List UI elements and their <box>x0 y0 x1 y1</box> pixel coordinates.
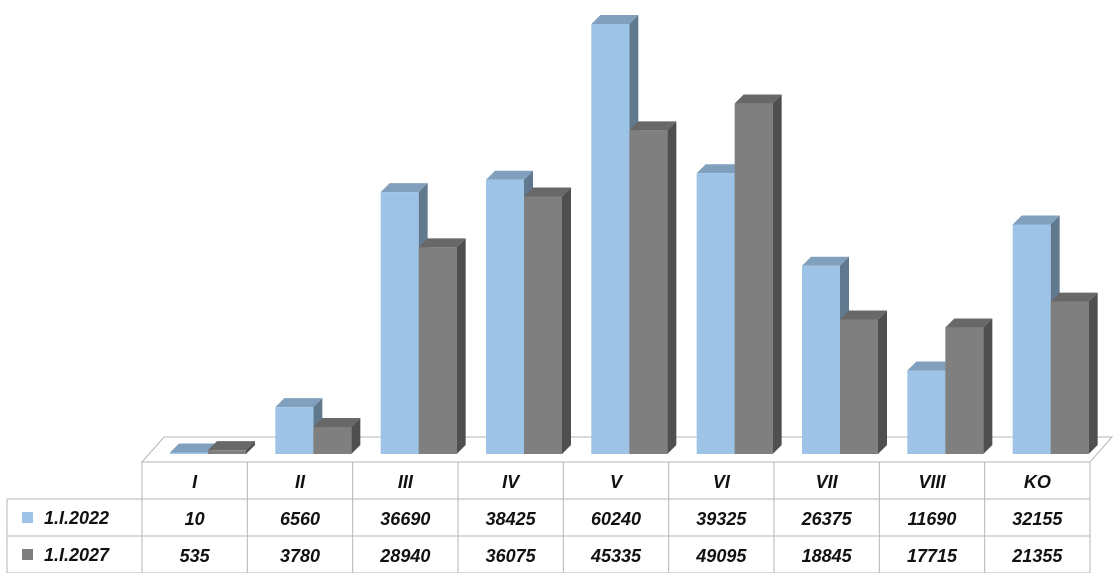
bar-top <box>907 361 955 371</box>
data-label: 28940 <box>379 546 430 566</box>
bar-top <box>380 183 428 193</box>
bar-top <box>696 164 744 174</box>
x-tick-label: VII <box>816 472 839 492</box>
data-label: 18845 <box>802 546 853 566</box>
data-table: I II III IV V VI VII VIII KO1.I.2022 10 6560 36690 3… <box>6 461 1091 573</box>
bar-top <box>486 170 533 180</box>
bar-side <box>667 121 677 455</box>
bar-VI-series2 <box>734 94 782 454</box>
bar-front <box>945 327 984 454</box>
bar-front <box>170 452 208 454</box>
bar-front <box>907 370 946 454</box>
bar-I-series2 <box>208 441 255 454</box>
data-label: 60240 <box>591 509 641 529</box>
x-tick-label: KO <box>1024 472 1051 492</box>
bar-III-series2 <box>418 238 466 454</box>
bar-front <box>380 192 419 454</box>
legend-swatch <box>22 512 33 523</box>
bar-top <box>734 94 782 104</box>
bar-top <box>945 318 993 328</box>
data-label: 38425 <box>486 509 537 529</box>
bar-side <box>878 310 887 454</box>
data-label: 11690 <box>908 509 957 529</box>
data-label: 32155 <box>1012 509 1063 529</box>
bar-top <box>1050 292 1098 302</box>
legend-swatch <box>22 549 33 560</box>
bar-front <box>629 130 668 454</box>
data-label: 21355 <box>1011 546 1063 566</box>
bar-side <box>1088 292 1098 454</box>
bar-front <box>591 24 630 454</box>
bar-front <box>524 196 562 454</box>
bar-front <box>734 103 773 454</box>
bar-top <box>524 187 571 197</box>
bar-top <box>1012 215 1060 225</box>
data-label: 26375 <box>801 509 853 529</box>
x-tick-label: VIII <box>918 472 946 492</box>
bar-front <box>696 173 735 455</box>
x-tick-label: II <box>295 472 306 492</box>
bar-side <box>562 187 571 454</box>
data-label: 17715 <box>907 546 958 566</box>
data-label: 6560 <box>280 509 320 529</box>
bar-side <box>983 318 993 454</box>
bar-side <box>772 94 782 454</box>
x-tick-label: I <box>192 472 198 492</box>
bar-front <box>208 450 246 454</box>
data-label: 535 <box>180 546 211 566</box>
bars <box>170 15 1098 455</box>
data-label: 45335 <box>590 546 642 566</box>
x-tick-label: IV <box>502 472 521 492</box>
data-label: 3780 <box>280 546 320 566</box>
bar-top <box>840 310 887 320</box>
bar-top <box>208 441 255 451</box>
x-tick-label: VI <box>713 472 731 492</box>
bar-front <box>418 247 457 454</box>
data-label: 10 <box>185 509 205 529</box>
bar-VII-series2 <box>840 310 887 454</box>
legend-label: 1.I.2027 <box>44 545 110 565</box>
bar-front <box>313 427 352 454</box>
legend-label: 1.I.2022 <box>44 508 109 528</box>
bar-V-series1 <box>591 15 639 454</box>
bar-front <box>840 319 878 454</box>
bar-top <box>629 121 677 131</box>
bar-top <box>418 238 466 248</box>
bar-top <box>802 256 849 266</box>
bar-top <box>170 443 217 453</box>
bar-KO-series2 <box>1050 292 1098 454</box>
bar-VIII-series2 <box>945 318 993 454</box>
bar-side <box>351 418 361 454</box>
data-label: 36075 <box>486 546 537 566</box>
bar-IV-series2 <box>524 187 571 454</box>
bar-VI-series1 <box>696 164 744 455</box>
bar-front <box>275 407 314 454</box>
data-label: 36690 <box>380 509 430 529</box>
bar-V-series2 <box>629 121 677 455</box>
bar-front <box>802 265 840 454</box>
data-label: 39325 <box>696 509 747 529</box>
bar-front <box>1050 301 1089 454</box>
bar-top <box>313 418 361 428</box>
x-tick-label: V <box>610 472 624 492</box>
bar-side <box>456 238 466 454</box>
bar-front <box>486 179 524 454</box>
bar-top <box>591 15 639 24</box>
bar-KO-series1 <box>1012 215 1060 454</box>
bar-top <box>275 398 323 408</box>
x-tick-label: III <box>398 472 414 492</box>
bar-front <box>1012 224 1051 454</box>
bar-side <box>246 441 255 454</box>
bar-II-series2 <box>313 418 361 454</box>
data-label: 49095 <box>695 546 747 566</box>
